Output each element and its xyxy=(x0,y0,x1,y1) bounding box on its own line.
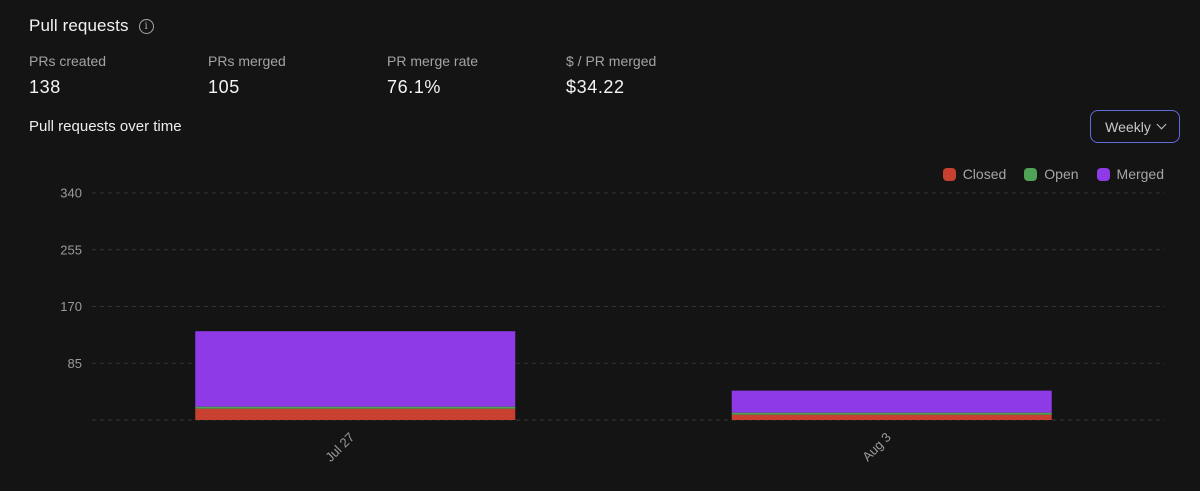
page-title: Pull requests xyxy=(29,16,129,35)
stat-value: $34.22 xyxy=(566,77,625,97)
stat-label: $ / PR merged xyxy=(566,53,657,69)
legend-swatch-merged xyxy=(1096,167,1110,181)
legend-label: Merged xyxy=(1116,166,1164,182)
stat-value: 105 xyxy=(208,77,240,97)
bar-merged-jul-27 xyxy=(195,331,516,407)
legend-label: Closed xyxy=(962,166,1007,182)
info-icon[interactable]: i xyxy=(138,19,154,34)
stat-value: 76.1% xyxy=(387,77,442,97)
legend-label: Open xyxy=(1044,166,1079,182)
bar-open-jul-27 xyxy=(195,406,516,409)
legend-item-open[interactable]: Open xyxy=(1024,166,1079,182)
stat-prs-created: PRs created 138 xyxy=(29,53,208,98)
interval-select-value: Weekly xyxy=(1105,118,1151,135)
chart-title: Pull requests over time xyxy=(29,118,182,135)
y-tick-label: 255 xyxy=(60,242,82,257)
chart-legend: Closed Open Merged xyxy=(942,166,1164,182)
header: Pull requests i xyxy=(29,16,154,36)
stat-label: PRs created xyxy=(29,53,107,69)
stat-value: 138 xyxy=(29,77,61,97)
y-tick-label: 85 xyxy=(68,356,82,371)
legend-swatch-closed xyxy=(942,167,956,181)
stats-row: PRs created 138 PRs merged 105 PR merge … xyxy=(29,53,745,98)
interval-select[interactable]: Weekly xyxy=(1090,110,1180,143)
stat-label: PRs merged xyxy=(208,53,286,69)
bar-merged-aug-3 xyxy=(731,390,1052,413)
x-tick-label: Jul 27 xyxy=(322,430,357,465)
stat-label: PR merge rate xyxy=(387,53,479,69)
y-tick-label: 340 xyxy=(60,186,82,201)
stat-pr-merge-rate: PR merge rate 76.1% xyxy=(387,53,566,98)
legend-item-merged[interactable]: Merged xyxy=(1096,166,1164,182)
bar-closed-aug-3 xyxy=(731,414,1052,420)
bar-open-aug-3 xyxy=(731,412,1052,415)
bar-closed-jul-27 xyxy=(195,408,516,420)
stat-prs-merged: PRs merged 105 xyxy=(208,53,387,98)
x-tick-label: Aug 3 xyxy=(859,430,894,465)
y-tick-label: 170 xyxy=(60,299,82,314)
legend-swatch-open xyxy=(1024,167,1038,181)
legend-item-closed[interactable]: Closed xyxy=(942,166,1007,182)
stat-cost-per-pr-merged: $ / PR merged $34.22 xyxy=(566,53,745,98)
